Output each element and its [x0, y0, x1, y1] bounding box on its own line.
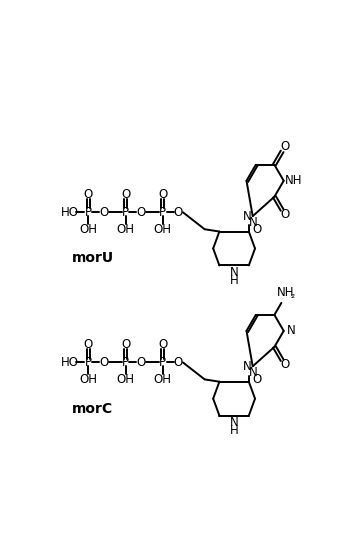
Text: O: O	[121, 338, 130, 351]
Text: P: P	[122, 206, 129, 219]
Text: OH: OH	[80, 223, 98, 236]
Text: P: P	[159, 206, 166, 219]
Text: N: N	[243, 360, 252, 373]
Text: O: O	[84, 188, 93, 201]
Text: O: O	[252, 223, 261, 236]
Text: HO: HO	[61, 206, 79, 219]
Text: P: P	[122, 356, 129, 369]
Text: O: O	[136, 206, 146, 219]
Text: O: O	[280, 359, 289, 371]
Text: OH: OH	[80, 373, 98, 386]
Text: O: O	[136, 356, 146, 369]
Text: O: O	[280, 140, 289, 153]
Text: H: H	[230, 424, 238, 437]
Text: O: O	[252, 373, 261, 386]
Text: OH: OH	[154, 373, 172, 386]
Text: N: N	[243, 210, 252, 223]
Text: OH: OH	[154, 223, 172, 236]
Text: P: P	[85, 206, 92, 219]
Text: H: H	[230, 273, 238, 287]
Text: HO: HO	[61, 356, 79, 369]
Text: N: N	[230, 266, 238, 279]
Text: O: O	[84, 338, 93, 351]
Text: OH: OH	[117, 223, 135, 236]
Text: O: O	[99, 206, 108, 219]
Text: O: O	[174, 356, 183, 369]
Text: NH: NH	[276, 286, 294, 299]
Text: P: P	[159, 356, 166, 369]
Text: N: N	[249, 216, 258, 229]
Text: N: N	[287, 324, 296, 337]
Text: morU: morU	[72, 251, 114, 266]
Text: NH: NH	[285, 174, 302, 187]
Text: O: O	[99, 356, 108, 369]
Text: N: N	[230, 416, 238, 429]
Text: OH: OH	[117, 373, 135, 386]
Text: P: P	[85, 356, 92, 369]
Text: O: O	[158, 338, 167, 351]
Text: ₂: ₂	[291, 290, 295, 300]
Text: O: O	[158, 188, 167, 201]
Text: morC: morC	[72, 402, 113, 416]
Text: O: O	[121, 188, 130, 201]
Text: O: O	[174, 206, 183, 219]
Text: N: N	[249, 366, 258, 379]
Text: O: O	[280, 208, 289, 221]
